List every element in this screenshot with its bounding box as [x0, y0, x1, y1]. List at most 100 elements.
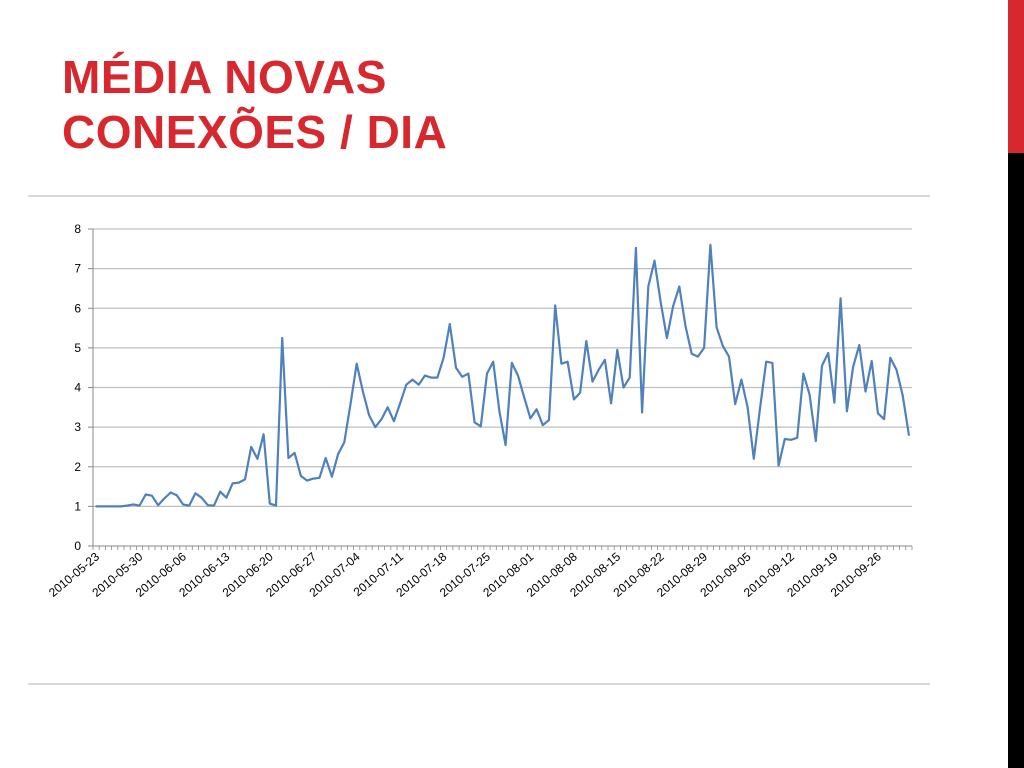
data-point	[374, 426, 377, 428]
data-point	[200, 496, 203, 499]
data-point	[877, 412, 879, 415]
data-point	[535, 408, 538, 411]
data-point	[306, 479, 308, 482]
data-point	[417, 383, 420, 386]
data-point	[281, 337, 284, 339]
data-point	[523, 396, 526, 399]
data-point	[355, 362, 358, 365]
data-point	[790, 438, 792, 441]
data-point	[331, 475, 333, 478]
data-point	[256, 457, 259, 460]
data-point	[889, 356, 892, 359]
data-point	[510, 362, 513, 364]
data-point	[337, 453, 339, 455]
data-point	[684, 325, 687, 327]
data-point	[808, 393, 811, 396]
data-point	[95, 505, 97, 508]
data-point	[628, 376, 631, 379]
data-point	[237, 481, 240, 484]
data-point	[101, 505, 104, 508]
data-point	[765, 360, 768, 363]
data-point	[616, 349, 619, 351]
data-point	[839, 297, 842, 300]
data-point	[666, 337, 668, 339]
data-point	[659, 301, 662, 304]
data-point	[244, 478, 246, 481]
y-tick-label: 7	[74, 262, 81, 276]
data-point	[796, 436, 799, 439]
data-point	[604, 358, 606, 361]
data-point	[479, 425, 482, 428]
data-point	[386, 406, 389, 409]
data-point	[250, 446, 253, 448]
y-tick-label: 6	[74, 301, 81, 315]
data-point	[262, 433, 265, 436]
data-point	[573, 398, 575, 401]
data-point	[759, 407, 761, 410]
side-accent-bar-black	[1008, 153, 1024, 768]
x-axis: 2010-05-232010-05-302010-06-062010-06-13…	[46, 545, 913, 600]
data-point	[740, 378, 743, 381]
data-point	[486, 372, 488, 375]
data-point	[777, 464, 780, 467]
data-point	[647, 285, 650, 288]
data-point	[529, 417, 532, 420]
data-point	[585, 340, 588, 342]
data-point	[151, 494, 153, 497]
data-point	[461, 375, 464, 378]
data-point	[752, 457, 755, 460]
data-point	[275, 504, 277, 507]
data-point	[901, 394, 904, 397]
slide-title-line-1: MÉDIA NOVAS	[62, 51, 387, 103]
data-point	[554, 304, 557, 307]
data-point	[349, 403, 352, 405]
data-point	[206, 504, 209, 507]
data-point	[610, 402, 612, 405]
data-point	[715, 326, 718, 329]
data-point	[194, 492, 197, 495]
data-point	[852, 366, 854, 368]
data-point	[182, 503, 184, 506]
data-point	[653, 259, 656, 262]
bottom-divider	[28, 683, 930, 685]
data-point	[126, 504, 128, 507]
data-point	[548, 419, 550, 421]
data-point	[219, 490, 222, 493]
data-point	[697, 355, 699, 358]
data-point	[120, 505, 122, 508]
y-tick-label: 8	[74, 222, 81, 236]
data-point	[343, 441, 346, 444]
data-point	[473, 421, 476, 424]
data-point	[833, 401, 836, 404]
data-point	[455, 366, 457, 369]
data-point	[560, 362, 563, 365]
data-point	[368, 414, 370, 417]
data-point	[380, 418, 383, 421]
data-point	[591, 380, 594, 383]
data-point	[157, 504, 160, 507]
data-point	[436, 376, 439, 379]
data-point	[492, 360, 495, 363]
data-point	[846, 410, 848, 413]
data-point	[188, 504, 191, 507]
data-point	[268, 502, 271, 505]
data-point	[312, 477, 315, 480]
data-point	[728, 355, 730, 358]
y-axis: 0 1 2 3 4 5 6 7 8	[74, 222, 94, 553]
data-point	[132, 503, 135, 506]
data-point	[442, 356, 445, 359]
data-point	[517, 374, 519, 377]
data-point	[579, 391, 581, 394]
series-line	[96, 243, 910, 508]
data-point	[113, 505, 116, 508]
data-point	[504, 444, 507, 446]
data-point	[771, 362, 774, 364]
y-tick-label: 4	[74, 381, 81, 395]
slide-title: MÉDIA NOVAS CONEXÕES / DIA	[62, 50, 447, 160]
data-point	[467, 372, 470, 375]
data-point	[870, 360, 873, 362]
data-point	[144, 493, 147, 496]
data-point	[300, 475, 302, 477]
data-point	[448, 323, 451, 325]
